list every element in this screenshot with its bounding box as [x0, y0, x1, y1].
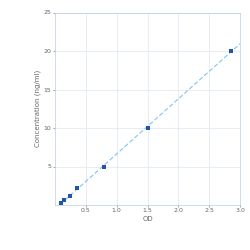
X-axis label: OD: OD	[142, 216, 153, 222]
Point	[146, 126, 150, 130]
Point	[68, 194, 72, 198]
Point	[62, 198, 66, 202]
Y-axis label: Concentration (ng/ml): Concentration (ng/ml)	[34, 70, 41, 147]
Point	[229, 49, 233, 53]
Point	[102, 164, 106, 168]
Point	[74, 186, 78, 190]
Point	[59, 201, 63, 205]
